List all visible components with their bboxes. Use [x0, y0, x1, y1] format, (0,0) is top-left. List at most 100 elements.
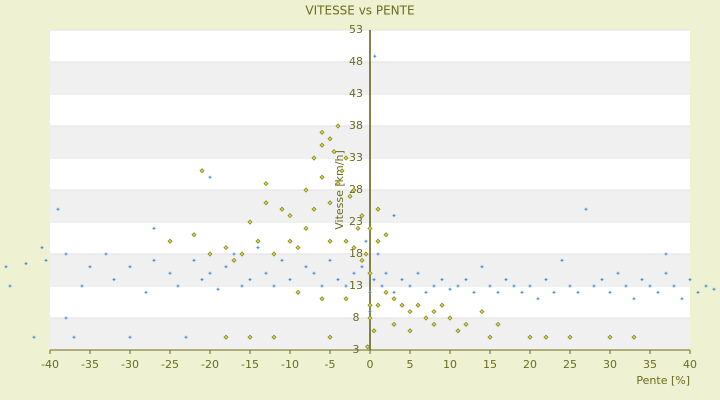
point [415, 302, 421, 308]
point [696, 290, 700, 294]
point [32, 335, 36, 339]
point [576, 290, 580, 294]
x-tick-label: 5 [407, 358, 414, 371]
x-tick-label: 20 [523, 358, 537, 371]
point [359, 213, 365, 219]
point [439, 302, 445, 308]
point [64, 252, 68, 256]
point [232, 252, 236, 256]
point [247, 334, 253, 340]
point [303, 225, 309, 231]
y-tick-label: 38 [349, 119, 363, 132]
point [263, 200, 269, 206]
point [216, 287, 220, 291]
point [608, 290, 612, 294]
point [704, 284, 708, 288]
x-tick-label: -25 [161, 358, 179, 371]
point [168, 271, 172, 275]
point [335, 181, 341, 187]
y-tick-label: 43 [349, 87, 363, 100]
point [504, 278, 508, 282]
point [8, 284, 12, 288]
point [672, 284, 676, 288]
point [367, 315, 373, 321]
point [447, 315, 453, 321]
point [208, 175, 212, 179]
point [600, 278, 604, 282]
point [664, 252, 668, 256]
point [287, 238, 293, 244]
y-tick-label: 53 [349, 23, 363, 36]
point [271, 251, 277, 257]
point [40, 246, 44, 250]
point [223, 245, 229, 251]
point [271, 334, 277, 340]
point [231, 257, 237, 263]
point [191, 232, 197, 238]
point [184, 335, 188, 339]
point [568, 284, 572, 288]
point [367, 225, 373, 231]
x-tick-label: 30 [603, 358, 617, 371]
x-tick-label: 25 [563, 358, 577, 371]
point [496, 290, 500, 294]
point [656, 290, 660, 294]
point [304, 265, 308, 269]
point [407, 328, 413, 334]
point [543, 334, 549, 340]
point [463, 321, 469, 327]
point [472, 290, 476, 294]
point [347, 193, 353, 199]
x-tick-label: 10 [443, 358, 457, 371]
point [104, 252, 108, 256]
point [371, 328, 377, 334]
point [408, 284, 412, 288]
point [224, 265, 228, 269]
x-tick-label: 35 [643, 358, 657, 371]
point [392, 290, 396, 294]
point [407, 309, 413, 315]
point [364, 239, 368, 243]
x-axis-title: Pente [%] [636, 374, 690, 387]
point [4, 265, 8, 269]
point [368, 290, 372, 294]
point [495, 321, 501, 327]
point [152, 258, 156, 262]
point [455, 328, 461, 334]
point [560, 258, 564, 262]
point [416, 271, 420, 275]
point [488, 284, 492, 288]
point [72, 335, 76, 339]
y-tick-label: 18 [349, 247, 363, 260]
x-tick-label: -20 [201, 358, 219, 371]
point [200, 278, 204, 282]
point [208, 271, 212, 275]
point [295, 245, 301, 251]
point [327, 334, 333, 340]
point [312, 271, 316, 275]
point [373, 54, 377, 58]
point [319, 174, 325, 180]
point [295, 289, 301, 295]
point [527, 334, 533, 340]
point [399, 302, 405, 308]
point [431, 321, 437, 327]
point [280, 258, 284, 262]
point [391, 296, 397, 302]
point [287, 213, 293, 219]
point [320, 284, 324, 288]
point [375, 206, 381, 212]
point [631, 334, 637, 340]
point [152, 226, 156, 230]
point [128, 265, 132, 269]
point [56, 207, 60, 211]
point [440, 278, 444, 282]
point [359, 257, 365, 263]
point [192, 258, 196, 262]
point [363, 251, 369, 257]
point [367, 302, 373, 308]
point [423, 315, 429, 321]
point [128, 335, 132, 339]
point [456, 284, 460, 288]
